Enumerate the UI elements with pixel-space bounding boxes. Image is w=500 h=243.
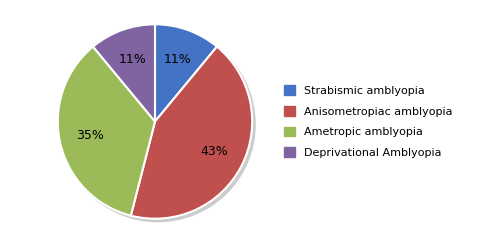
Text: 35%: 35% — [76, 130, 104, 142]
Legend: Strabismic amblyopia, Anisometropiac amblyopia, Ametropic amblyopia, Deprivation: Strabismic amblyopia, Anisometropiac amb… — [282, 83, 455, 160]
Wedge shape — [93, 24, 155, 122]
Wedge shape — [58, 47, 155, 216]
Text: 11%: 11% — [164, 53, 192, 66]
Wedge shape — [131, 47, 252, 219]
Wedge shape — [155, 24, 217, 122]
Text: 11%: 11% — [118, 53, 146, 66]
Circle shape — [60, 27, 255, 222]
Text: 43%: 43% — [200, 145, 228, 158]
